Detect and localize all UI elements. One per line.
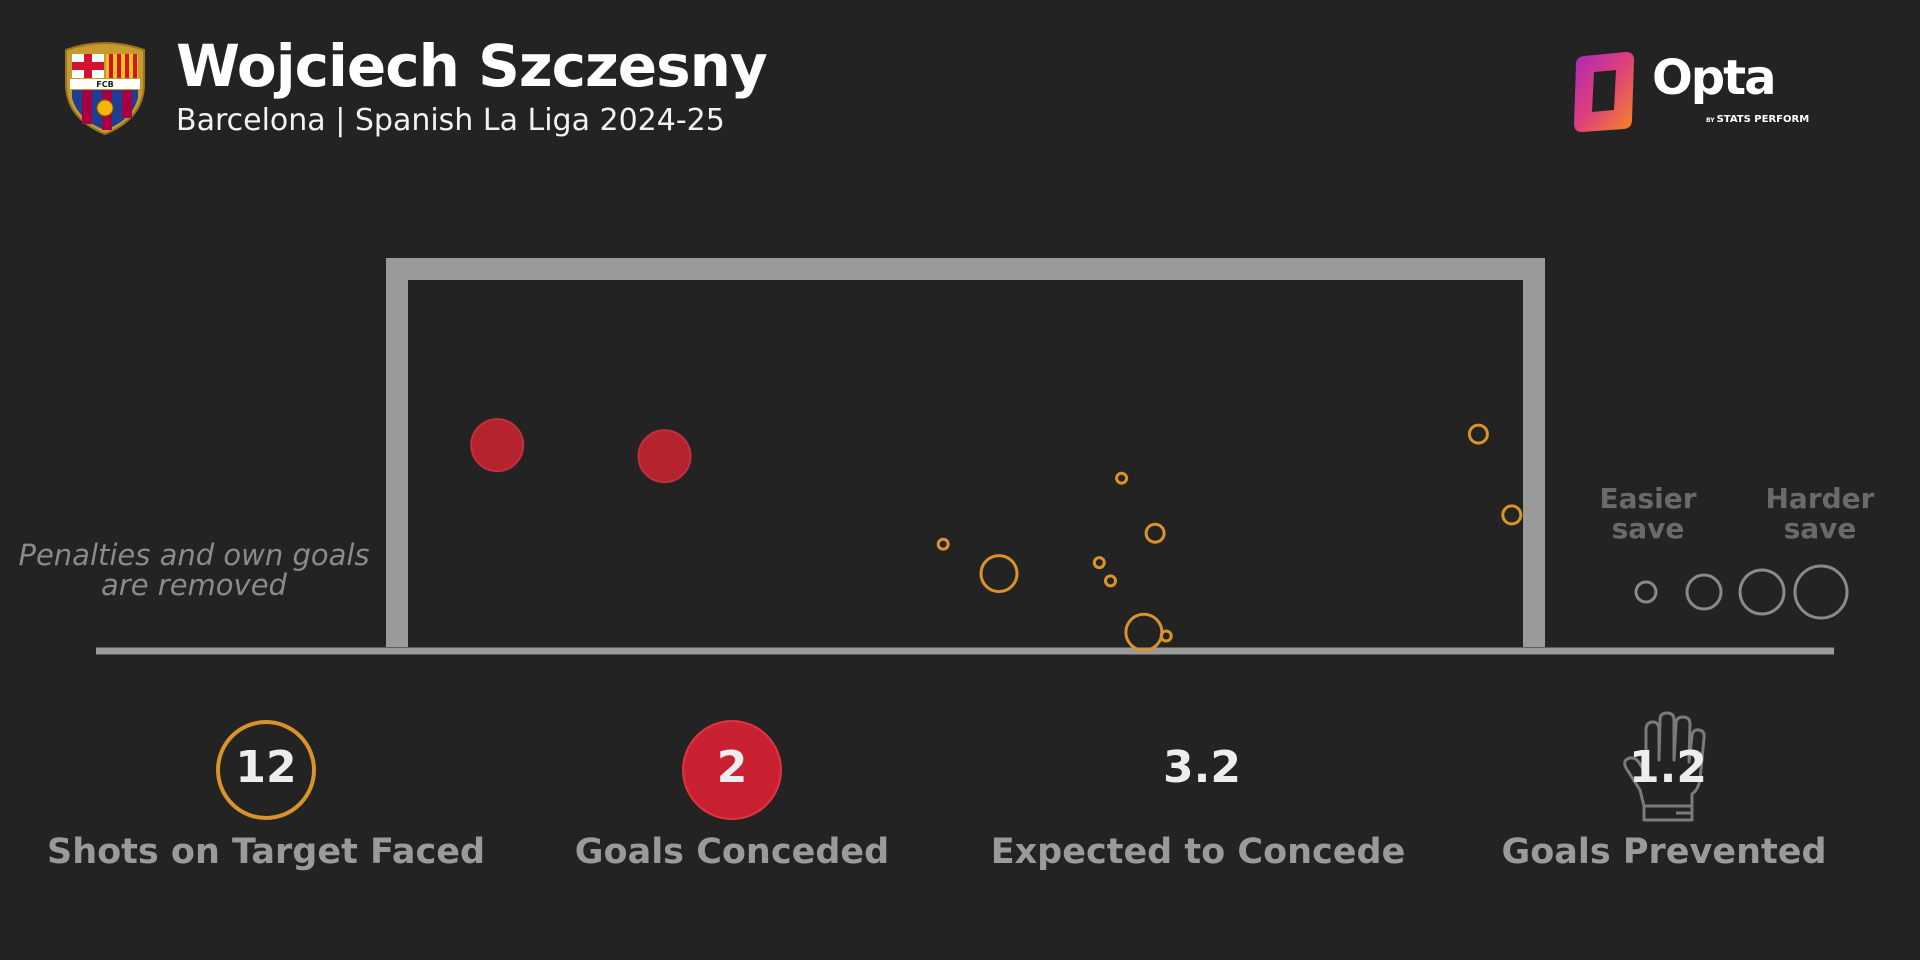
goal-circle-icon xyxy=(682,720,782,820)
opta-byline-prefix: BY xyxy=(1706,117,1715,124)
saved-shot-marker xyxy=(1159,629,1173,643)
stat-xgot-label: Expected to Concede xyxy=(990,832,1406,872)
goal-conceded-marker xyxy=(637,429,692,484)
saved-shot-marker xyxy=(936,537,950,551)
goal-conceded-marker xyxy=(470,418,525,473)
opta-byline: BY STATS PERFORM xyxy=(1706,114,1809,125)
opta-byline-text: STATS PERFORM xyxy=(1716,114,1810,125)
stat-goals-label: Goals Conceded xyxy=(574,832,890,872)
stat-prevented-label: Goals Prevented xyxy=(1501,832,1827,872)
saved-shot-marker xyxy=(1124,612,1164,652)
legend-size-circle xyxy=(1685,573,1723,611)
player-subtitle: Barcelona | Spanish La Liga 2024-25 xyxy=(176,103,725,138)
note-line: Penalties and own goals xyxy=(18,538,370,572)
opta-logo: Opta BY STATS PERFORM xyxy=(1570,50,1810,134)
stat-goals-value: 2 xyxy=(716,742,748,793)
barcelona-crest-icon: FCB xyxy=(65,42,145,136)
stat-shots-value: 12 xyxy=(235,742,297,793)
saved-shot-marker xyxy=(1104,574,1117,588)
saved-shot-marker xyxy=(979,554,1019,594)
crest-letters: FCB xyxy=(96,80,113,89)
legend-size-circle xyxy=(1634,580,1658,604)
legend-size-circle xyxy=(1738,568,1786,616)
shots-layer xyxy=(470,418,1523,652)
opta-mark-icon xyxy=(1574,52,1634,132)
saved-shot-marker xyxy=(1467,423,1489,445)
goal-frame xyxy=(386,258,1545,647)
stat-xgot-value: 3.2 xyxy=(1163,742,1241,793)
saved-shot-marker xyxy=(1092,556,1106,570)
size-legend xyxy=(1634,564,1849,620)
note-line: are removed xyxy=(101,568,287,602)
methodology-note: Penalties and own goals are removed xyxy=(14,540,374,600)
legend-size-circle xyxy=(1793,564,1849,620)
saved-shot-marker xyxy=(1115,471,1129,485)
saved-shot-marker xyxy=(1501,504,1523,526)
legend-easier-label: Easier save xyxy=(1599,482,1697,545)
player-name-title: Wojciech Szczesny xyxy=(176,32,768,100)
stat-prevented-value: 1.2 xyxy=(1629,742,1707,793)
opta-wordmark: Opta xyxy=(1652,50,1776,106)
saved-shot-marker xyxy=(1144,522,1166,544)
legend-harder-label: Harder save xyxy=(1765,482,1875,545)
goalkeeper-glove-icon xyxy=(1623,711,1706,822)
saved-shot-circle-icon xyxy=(216,720,316,820)
stat-shots-label: Shots on Target Faced xyxy=(46,832,486,872)
